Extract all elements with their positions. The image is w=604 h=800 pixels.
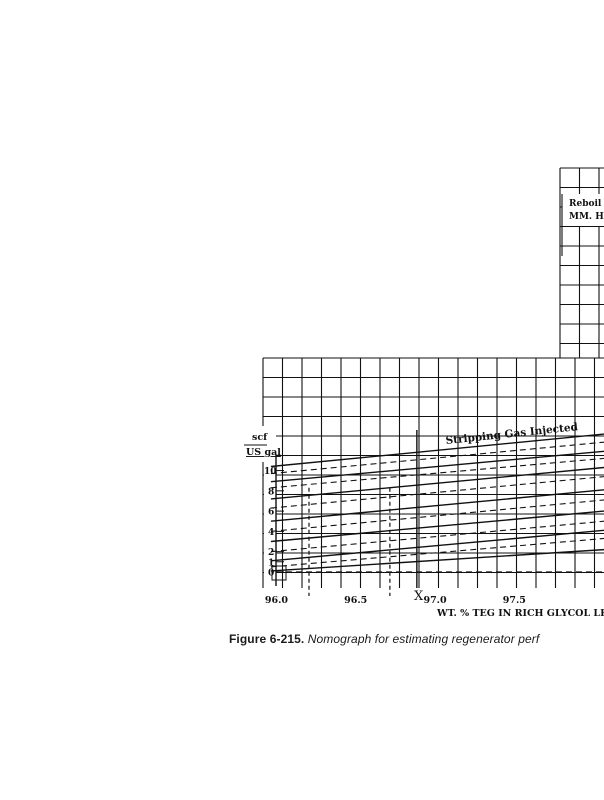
x-tick-label: 97.5: [503, 595, 526, 606]
y-tick-label: 0: [268, 568, 274, 578]
series-line-1: [270, 441, 604, 475]
series-line-11: [270, 537, 604, 568]
y-tick-label: 1: [268, 558, 274, 568]
series-line-2: [270, 450, 604, 483]
series-line-6: [270, 489, 604, 522]
y-tick-labels: 012 4 6 8 10: [264, 467, 284, 578]
caption-text: Nomograph for estimating regenerator per…: [307, 632, 540, 646]
x-tick-label: 97.0: [423, 595, 447, 606]
figure-caption: Figure 6-215. Nomograph for estimating r…: [229, 632, 604, 646]
axes: scf US gal: [244, 432, 287, 586]
series-line-12: [270, 548, 604, 572]
series-line-8: [270, 510, 604, 543]
chart-lines: [270, 430, 604, 596]
y-tick-label: 6: [268, 508, 274, 518]
y-label-bottom: US gal: [246, 447, 281, 458]
y-tick-column: [264, 458, 276, 584]
y-tick-label: 2: [268, 548, 274, 558]
series-line-7: [270, 499, 604, 532]
zero-tick-box: [271, 565, 287, 581]
grid: [240, 167, 604, 588]
y-label-top: scf: [252, 432, 268, 443]
series-line-10: [270, 529, 604, 562]
series-line-4: [270, 466, 604, 500]
x-axis-label: WT. % TEG IN RICH GLYCOL LE: [436, 608, 604, 619]
y-tick-label: 4: [268, 528, 274, 538]
y-tick-label: 10: [264, 467, 277, 477]
caption-figure-number: Figure 6-215.: [229, 632, 305, 646]
series-line-0: [270, 433, 604, 468]
x-tick-labels: 96.0 96.5 97.0 97.5: [265, 595, 526, 606]
series-line-9: [270, 520, 604, 553]
y-tick-label: 8: [268, 487, 274, 497]
y-label-box: [240, 426, 276, 462]
x-marker-label: X: [414, 589, 424, 604]
reboiler-label-line1: Reboil: [569, 199, 602, 209]
series-line-5: [270, 476, 604, 509]
reboiler-label-line2: MM. H: [569, 212, 604, 222]
x-tick-label: 96.5: [344, 595, 367, 606]
series-line-3: [270, 457, 604, 489]
x-tick-label: 96.0: [265, 595, 289, 606]
reboiler-label-box: [562, 194, 604, 226]
